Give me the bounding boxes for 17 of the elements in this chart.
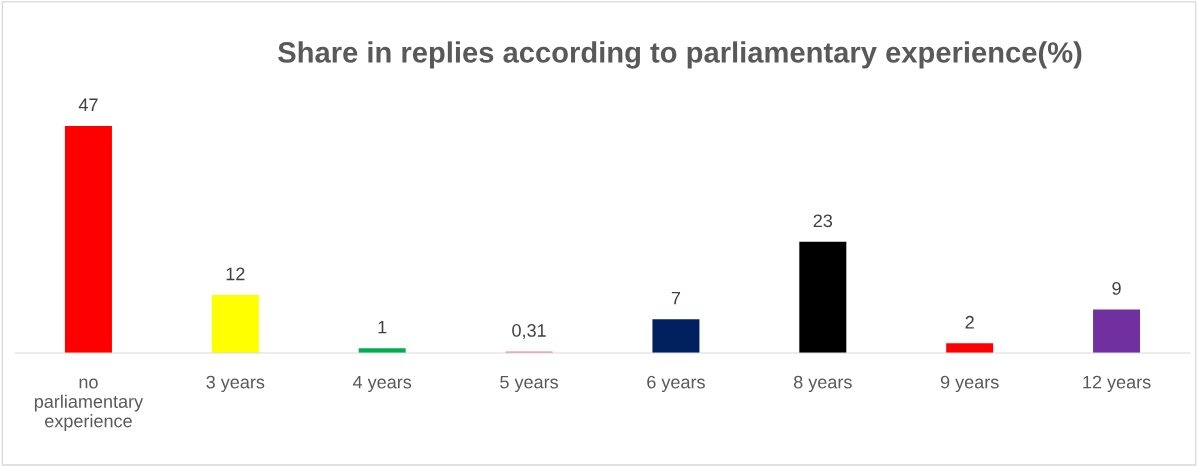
data-label: 7 bbox=[671, 291, 681, 305]
chart-title: Share in replies according to parliamentary experience(%) bbox=[278, 41, 1082, 69]
x-tick-label: no parliamentary experience bbox=[34, 378, 144, 431]
x-tick-label: 5 years bbox=[500, 375, 559, 393]
x-tick-label: 4 years bbox=[353, 375, 412, 393]
data-label: 23 bbox=[813, 214, 833, 228]
x-tick-label: 9 years bbox=[940, 375, 999, 393]
data-label: 12 bbox=[226, 267, 245, 281]
data-label: 1 bbox=[378, 320, 387, 334]
data-label: 9 bbox=[1112, 282, 1121, 295]
data-label: 47 bbox=[78, 98, 98, 112]
x-tick-label: 6 years bbox=[647, 375, 705, 393]
data-label: 0,31 bbox=[512, 324, 546, 339]
data-label: 2 bbox=[965, 315, 974, 329]
x-tick-label: 3 years bbox=[206, 375, 265, 393]
x-tick-label: 8 years bbox=[793, 375, 852, 393]
x-tick-label: 12 years bbox=[1083, 375, 1151, 393]
